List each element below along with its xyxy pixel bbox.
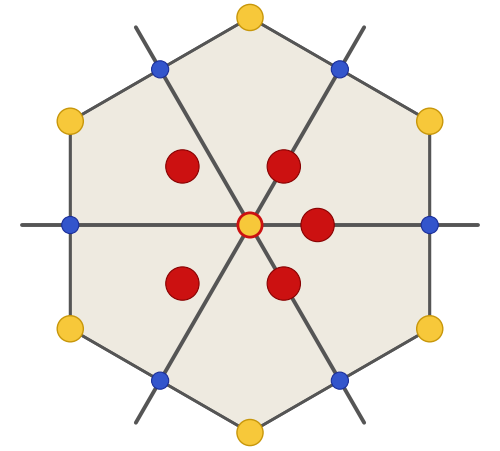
Circle shape	[237, 419, 263, 446]
Circle shape	[166, 267, 199, 300]
Circle shape	[267, 267, 300, 300]
Circle shape	[152, 62, 168, 79]
Circle shape	[57, 316, 84, 342]
Circle shape	[416, 316, 443, 342]
Circle shape	[62, 217, 79, 234]
Circle shape	[267, 151, 300, 184]
Circle shape	[332, 62, 348, 79]
Circle shape	[166, 151, 199, 184]
Circle shape	[152, 372, 168, 389]
Circle shape	[416, 109, 443, 135]
Circle shape	[237, 5, 263, 32]
Circle shape	[301, 209, 334, 242]
Circle shape	[332, 372, 348, 389]
Circle shape	[57, 109, 84, 135]
Polygon shape	[70, 18, 430, 433]
Circle shape	[238, 213, 262, 238]
Circle shape	[421, 217, 438, 234]
